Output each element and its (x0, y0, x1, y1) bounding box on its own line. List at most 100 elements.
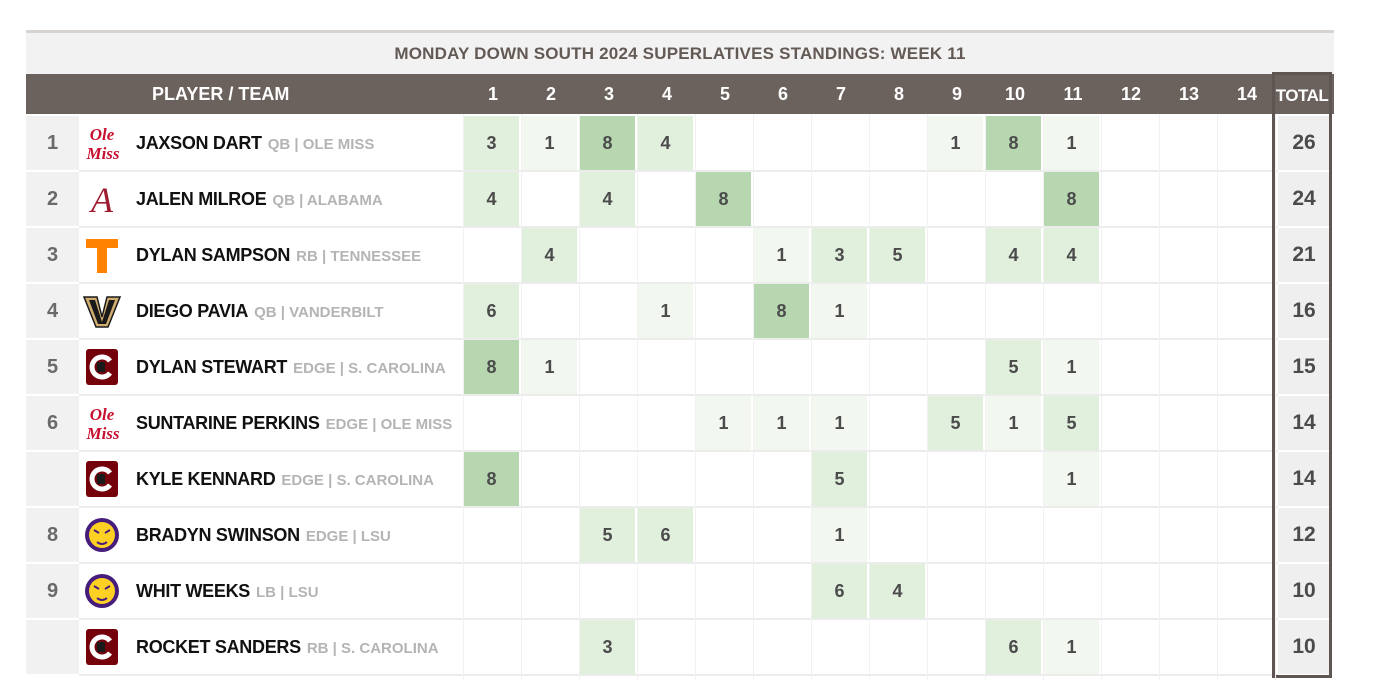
row-divider (79, 394, 1278, 396)
grid-line (463, 114, 464, 680)
score-cell-week-8: 5 (870, 228, 925, 282)
vanderbilt-logo (82, 289, 122, 333)
score-cell-week-13 (1160, 508, 1215, 562)
table-row: 9 WHIT WEEKS LB | LSU 6 4 10 (26, 564, 1334, 620)
player-name: BRADYN SWINSON (136, 525, 300, 545)
score-cell-week-9 (928, 508, 983, 562)
table-title: MONDAY DOWN SOUTH 2024 SUPERLATIVES STAN… (26, 30, 1334, 74)
player-name: DIEGO PAVIA (136, 301, 249, 321)
score-cell-week-3 (580, 340, 635, 394)
row-divider (79, 450, 1278, 452)
row-divider (79, 338, 1278, 340)
score-cell-week-11: 4 (1044, 228, 1099, 282)
score-cell-week-3 (580, 452, 635, 506)
grid-line (695, 114, 696, 680)
score-cell-week-8 (870, 452, 925, 506)
score-cell-week-12 (1102, 284, 1157, 338)
score-cell-week-13 (1160, 228, 1215, 282)
total-cell: 14 (1278, 396, 1330, 450)
ole-miss-logo: Ole Miss (82, 401, 122, 445)
score-cell-week-5 (696, 452, 751, 506)
score-cell-week-3 (580, 284, 635, 338)
rank-cell (26, 452, 79, 506)
score-cell-week-5 (696, 228, 751, 282)
player-info: WHIT WEEKS LB | LSU (136, 564, 319, 618)
score-cell-week-7 (812, 116, 867, 170)
score-cell-week-2 (522, 284, 577, 338)
score-cell-week-10: 8 (986, 116, 1041, 170)
player-name: DYLAN SAMPSON (136, 245, 291, 265)
score-cell-week-14 (1218, 228, 1273, 282)
score-cell-week-4 (638, 228, 693, 282)
table-row: 8 BRADYN SWINSON EDGE | LSU 5 6 1 12 (26, 508, 1334, 564)
score-cell-week-13 (1160, 284, 1215, 338)
score-cell-week-10 (986, 564, 1041, 618)
week-header-10: 10 (1004, 84, 1026, 104)
player-info: ROCKET SANDERS RB | S. CAROLINA (136, 620, 439, 674)
rank-cell: 1 (26, 116, 79, 170)
row-divider (79, 618, 1278, 620)
table-row: 6 Ole Miss SUNTARINE PERKINS EDGE | OLE MISS… (26, 396, 1334, 452)
score-cell-week-7 (812, 172, 867, 226)
score-cell-week-13 (1160, 340, 1215, 394)
score-cell-week-10 (986, 452, 1041, 506)
score-cell-week-14 (1218, 172, 1273, 226)
score-cell-week-6 (754, 508, 809, 562)
score-cell-week-4 (638, 564, 693, 618)
svg-text:Ole: Ole (90, 405, 115, 424)
score-cell-week-13 (1160, 172, 1215, 226)
score-cell-week-5: 8 (696, 172, 751, 226)
table-row: 5 DYLAN STEWART EDGE | S. CAROLINA 8 1 5 1 15 (26, 340, 1334, 396)
week-header-7: 7 (835, 84, 846, 104)
score-cell-week-7: 3 (812, 228, 867, 282)
score-cell-week-8 (870, 620, 925, 674)
score-cell-week-9 (928, 620, 983, 674)
south-carolina-logo (82, 457, 122, 501)
score-cell-week-2: 1 (522, 340, 577, 394)
score-cell-week-14 (1218, 452, 1273, 506)
score-cell-week-14 (1218, 396, 1273, 450)
score-cell-week-11 (1044, 508, 1099, 562)
score-cell-week-8 (870, 284, 925, 338)
score-cell-week-10: 6 (986, 620, 1041, 674)
week-header-3: 3 (603, 84, 614, 104)
total-cell: 15 (1278, 340, 1330, 394)
score-cell-week-12 (1102, 620, 1157, 674)
player-position-team: QB | OLE MISS (267, 136, 375, 153)
grid-line (521, 114, 522, 680)
score-cell-week-3 (580, 396, 635, 450)
player-info: BRADYN SWINSON EDGE | LSU (136, 508, 391, 562)
table-row: 1 Ole Miss JAXSON DART QB | OLE MISS 3 1 8 4 1 8 1 2… (26, 116, 1334, 172)
rank-cell: 6 (26, 396, 79, 450)
score-cell-week-1: 8 (464, 452, 519, 506)
score-cell-week-2 (522, 508, 577, 562)
table-header: PLAYER / TEAM TOTAL 1 2 3 4 5 6 7 8 9 10 11 12 13 14 (26, 74, 1334, 114)
row-divider (79, 674, 1278, 676)
player-name: ROCKET SANDERS (136, 637, 301, 657)
score-cell-week-3: 8 (580, 116, 635, 170)
grid-line (927, 114, 928, 680)
svg-text:A: A (89, 180, 114, 220)
week-header-13: 13 (1178, 84, 1200, 104)
score-cell-week-7: 5 (812, 452, 867, 506)
score-cell-week-5 (696, 340, 751, 394)
week-header-5: 5 (719, 84, 730, 104)
grid-line (985, 114, 986, 680)
svg-text:Miss: Miss (85, 424, 119, 443)
score-cell-week-13 (1160, 452, 1215, 506)
rank-cell: 4 (26, 284, 79, 338)
score-cell-week-6 (754, 564, 809, 618)
score-cell-week-5: 1 (696, 396, 751, 450)
score-cell-week-2 (522, 172, 577, 226)
score-cell-week-7: 1 (812, 508, 867, 562)
score-cell-week-8 (870, 396, 925, 450)
grid-line (579, 114, 580, 680)
player-name: WHIT WEEKS (136, 581, 250, 601)
grid-line (1275, 114, 1276, 680)
score-cell-week-3 (580, 228, 635, 282)
score-cell-week-10: 5 (986, 340, 1041, 394)
score-cell-week-6 (754, 116, 809, 170)
player-info: JALEN MILROE QB | ALABAMA (136, 172, 383, 226)
player-name: SUNTARINE PERKINS (136, 413, 320, 433)
total-cell: 21 (1278, 228, 1330, 282)
